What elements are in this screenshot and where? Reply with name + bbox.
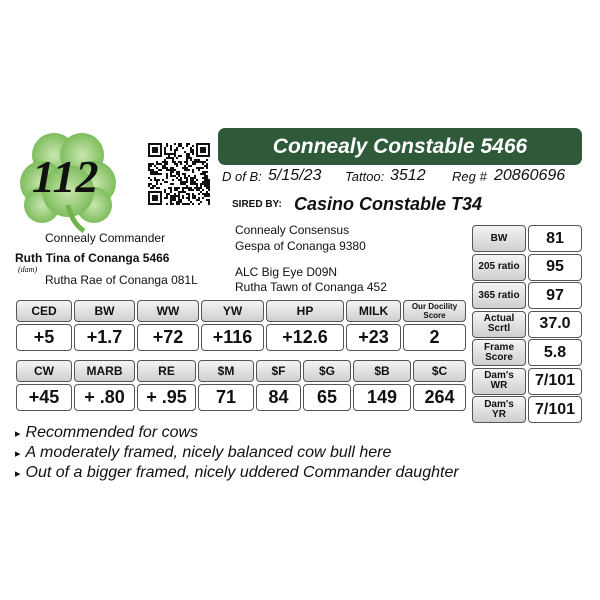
- table-value: + .80: [74, 384, 135, 411]
- table-header: MARB: [74, 360, 135, 382]
- side-label: 205 ratio: [472, 253, 526, 281]
- table-value: 84: [256, 384, 301, 411]
- note-text: Out of a bigger framed, nicely uddered C…: [25, 464, 459, 481]
- note-text: A moderately framed, nicely balanced cow…: [25, 444, 392, 461]
- side-value: 5.8: [528, 339, 582, 366]
- table-value: 2: [403, 324, 466, 351]
- reg: 20860696: [494, 167, 566, 184]
- table-header: CW: [16, 360, 72, 382]
- table-header: $B: [353, 360, 411, 382]
- side-value: 97: [528, 282, 582, 309]
- table-header: $M: [198, 360, 254, 382]
- side-label: Dam's YR: [472, 396, 526, 423]
- side-label: Dam's WR: [472, 367, 526, 395]
- table-header: YW: [201, 300, 264, 322]
- side-label: Actual Scrtl: [472, 310, 526, 338]
- label: D of B:: [222, 169, 262, 184]
- note: ▸ A moderately framed, nicely balanced co…: [15, 444, 391, 462]
- dob-label: D of B:: [222, 169, 262, 184]
- side-value: 7/101: [528, 396, 582, 423]
- table-header: BW: [74, 300, 135, 322]
- side-value: 37.0: [528, 310, 582, 338]
- bullet: ▸: [15, 428, 21, 440]
- dob: 5/15/23: [268, 167, 322, 184]
- table-header: HP: [266, 300, 344, 322]
- table-header: $C: [413, 360, 466, 382]
- dam-sire: Connealy Commander: [45, 231, 166, 245]
- sire-pedigree-line: Rutha Tawn of Conanga 452: [235, 280, 387, 294]
- sire-pedigree-line: Connealy Consensus: [235, 223, 350, 237]
- table-header: $F: [256, 360, 301, 382]
- table-value: +72: [137, 324, 199, 351]
- table-value: 149: [353, 384, 411, 411]
- note: ▸ Recommended for cows: [15, 424, 198, 442]
- sired-label: SIRED BY:: [232, 199, 282, 210]
- tattoo-label: Tattoo:: [345, 169, 385, 184]
- title: Connealy Constable 5466: [218, 128, 582, 165]
- table-header: $G: [303, 360, 351, 382]
- bullet: ▸: [15, 448, 21, 460]
- table-header: RE: [137, 360, 196, 382]
- dam-dam: Rutha Rae of Conanga 081L: [45, 273, 198, 287]
- sire: Casino Constable T34: [294, 194, 483, 214]
- qr-code: [148, 143, 210, 205]
- table-value: + .95: [137, 384, 196, 411]
- table-value: 65: [303, 384, 351, 411]
- tattoo: 3512: [390, 167, 426, 184]
- side-label: Frame Score: [472, 339, 526, 366]
- side-label: BW: [472, 225, 526, 252]
- bullet: ▸: [15, 468, 21, 480]
- table-value: +5: [16, 324, 72, 351]
- side-label: 365 ratio: [472, 282, 526, 309]
- sire-pedigree-line: Gespa of Conanga 9380: [235, 239, 366, 253]
- table-value: +45: [16, 384, 72, 411]
- note: ▸ Out of a bigger framed, nicely uddered …: [15, 464, 459, 482]
- side-value: 7/101: [528, 367, 582, 395]
- side-value: 81: [528, 225, 582, 252]
- logo-number: 112: [32, 151, 99, 202]
- dam: Ruth Tina of Conanga 5466: [15, 251, 170, 265]
- note-text: Recommended for cows: [25, 424, 199, 441]
- shamrock-logo: [20, 133, 116, 233]
- table-value: +1.7: [74, 324, 135, 351]
- table-value: +116: [201, 324, 264, 351]
- reg-label: Reg #: [452, 169, 487, 184]
- table-header: Our Docility Score: [403, 300, 466, 322]
- sire-pedigree-line: ALC Big Eye D09N: [235, 265, 338, 279]
- table-value: +12.6: [266, 324, 344, 351]
- dam-tag: (dam): [18, 265, 38, 274]
- table-header: WW: [137, 300, 199, 322]
- table-header: CED: [16, 300, 72, 322]
- side-value: 95: [528, 253, 582, 281]
- table-value: 71: [198, 384, 254, 411]
- table-value: +23: [346, 324, 401, 351]
- table-value: 264: [413, 384, 466, 411]
- table-header: MILK: [346, 300, 401, 322]
